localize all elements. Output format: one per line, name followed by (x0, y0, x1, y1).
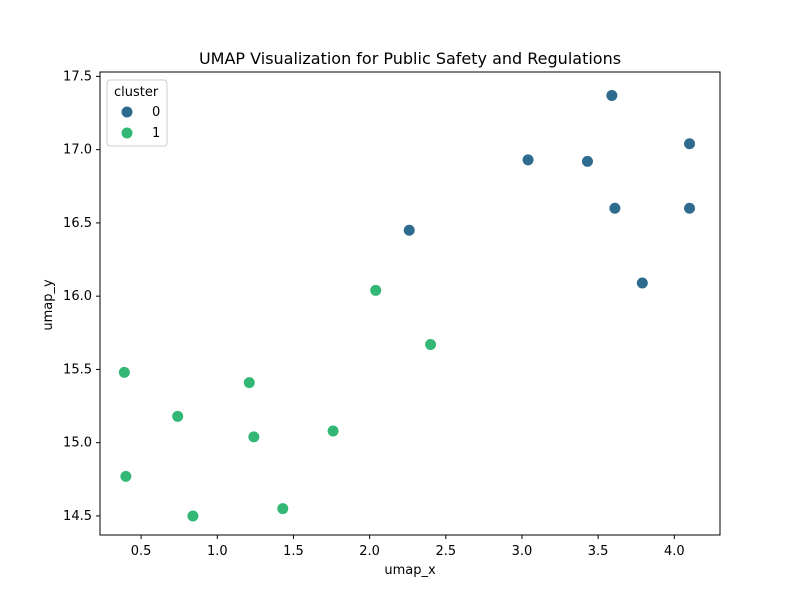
scatter-point-cluster-0 (605, 88, 619, 102)
legend: cluster 0 1 (106, 79, 168, 147)
scatter-point-cluster-1 (326, 424, 340, 438)
scatter-point-cluster-1 (171, 409, 185, 423)
x-tick-label: 4.0 (664, 544, 685, 559)
scatter-point-cluster-1 (119, 469, 133, 483)
y-tick-label: 15.5 (63, 362, 92, 377)
legend-label-cluster-0: 0 (152, 105, 160, 120)
scatter-point-cluster-1 (276, 502, 290, 516)
legend-title: cluster (114, 85, 159, 100)
x-tick-label: 3.0 (512, 544, 533, 559)
x-tick-label: 1.0 (207, 544, 228, 559)
scatter-point-cluster-1 (117, 365, 131, 379)
x-tick-label: 0.5 (131, 544, 152, 559)
scatter-point-cluster-0 (683, 201, 697, 215)
y-tick-label: 17.0 (63, 143, 92, 158)
legend-marker-cluster-1 (120, 126, 134, 140)
scatter-point-cluster-1 (186, 509, 200, 523)
x-tick-label: 2.5 (435, 544, 456, 559)
x-tick-label: 2.0 (359, 544, 380, 559)
y-tick-label: 15.0 (63, 436, 92, 451)
scatter-point-cluster-0 (683, 137, 697, 151)
scatter-point-cluster-0 (402, 223, 416, 237)
legend-label-cluster-1: 1 (152, 126, 160, 141)
y-axis-label: umap_y (41, 279, 56, 331)
plot-frame (99, 71, 721, 536)
scatter-point-cluster-1 (369, 283, 383, 297)
scatter-point-cluster-0 (521, 153, 535, 167)
scatter-point-cluster-1 (242, 376, 256, 390)
x-tick-label: 1.5 (283, 544, 304, 559)
y-tick-label: 14.5 (63, 509, 92, 524)
y-tick-label: 16.0 (63, 289, 92, 304)
x-axis-label: umap_x (384, 563, 436, 578)
x-tick-label: 3.5 (588, 544, 609, 559)
scatter-point-cluster-0 (580, 154, 594, 168)
scatter-point-cluster-0 (635, 276, 649, 290)
scatter-point-cluster-1 (247, 430, 261, 444)
y-tick-label: 17.5 (63, 69, 92, 84)
plot-area (99, 71, 721, 536)
y-axis-ticks: 14.5 15.0 15.5 16.0 16.5 17.0 17.5 (63, 69, 100, 524)
x-axis-ticks: 0.5 1.0 1.5 2.0 2.5 3.0 3.5 4.0 (131, 535, 685, 559)
chart-title: UMAP Visualization for Public Safety and… (199, 49, 621, 68)
scatter-points (117, 88, 697, 523)
scatter-point-cluster-0 (608, 201, 622, 215)
y-tick-label: 16.5 (63, 216, 92, 231)
legend-marker-cluster-0 (120, 105, 134, 119)
scatter-point-cluster-1 (424, 338, 438, 352)
